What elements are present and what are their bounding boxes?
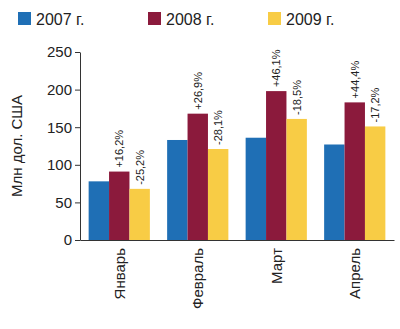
y-tick-label: 100: [47, 156, 72, 173]
change-labels: -25,2% -28,1% -18,5% -17,2%: [134, 80, 382, 185]
bar: [129, 189, 149, 240]
y-axis: 0 50 100 150 200 250: [47, 43, 81, 248]
bar: [345, 102, 365, 240]
bar: [89, 181, 109, 240]
y-tick: 0: [64, 231, 80, 248]
change-label: +44,4%: [349, 61, 361, 99]
y-axis-title: Млн дол. США: [8, 95, 25, 197]
y-tick-mark: [75, 52, 80, 53]
change-label: -28,1%: [212, 110, 224, 145]
bar: [167, 140, 187, 240]
bar: [109, 172, 129, 240]
legend: 2007 г. 2008 г. 2009 г.: [18, 11, 334, 28]
y-axis-line: [80, 53, 81, 241]
change-label: +46,1%: [270, 49, 282, 87]
legend-item: 2008 г.: [148, 11, 214, 28]
y-tick-mark: [75, 202, 80, 203]
x-tick: Март: [268, 240, 285, 284]
change-labels: +16,2% +26,9% +46,1% +44,4%: [113, 49, 361, 167]
legend-swatch: [268, 12, 281, 25]
x-tick-label: Март: [268, 248, 285, 284]
x-tick-label: Апрель: [346, 248, 363, 299]
legend-label: 2008 г.: [166, 11, 214, 28]
bar: [266, 91, 286, 240]
y-tick-mark: [75, 240, 80, 241]
y-tick-label: 0: [64, 231, 72, 248]
change-label: +26,9%: [192, 72, 204, 110]
y-tick: 250: [47, 43, 80, 60]
bar: [365, 126, 385, 240]
bar: [246, 138, 266, 240]
change-label: -17,2%: [369, 87, 381, 122]
legend-label: 2009 г.: [286, 11, 334, 28]
x-tick: Январь: [111, 240, 128, 299]
y-tick-mark: [75, 90, 80, 91]
y-tick-label: 200: [47, 81, 72, 98]
x-axis-line: [81, 240, 395, 241]
y-tick: 100: [47, 156, 80, 173]
x-tick: Февраль: [189, 240, 206, 309]
series-bars: [109, 91, 365, 240]
change-label: -18,5%: [291, 80, 303, 115]
y-tick-mark: [75, 165, 80, 166]
y-tick-mark: [75, 127, 80, 128]
bar: [286, 119, 306, 240]
legend-swatch: [18, 12, 31, 25]
x-tick-label: Февраль: [189, 248, 206, 309]
bar: [208, 149, 228, 240]
bars: [89, 91, 386, 240]
change-label: +16,2%: [113, 130, 125, 168]
legend-label: 2007 г.: [36, 11, 84, 28]
legend-item: 2009 г.: [268, 11, 334, 28]
plot: +16,2% +26,9% +46,1% +44,4% -25,2% -28,1% -18,…: [47, 43, 395, 309]
x-axis: Январь Февраль Март Апрель: [81, 240, 395, 309]
change-label: -25,2%: [134, 150, 146, 185]
legend-item: 2007 г.: [18, 11, 84, 28]
y-tick-label: 250: [47, 43, 72, 60]
bar: [188, 114, 208, 240]
y-tick: 50: [55, 194, 80, 211]
y-tick-label: 50: [55, 194, 72, 211]
y-tick: 150: [47, 119, 80, 136]
series-bars: [129, 119, 385, 240]
x-tick: Апрель: [346, 240, 363, 299]
y-tick-label: 150: [47, 119, 72, 136]
chart: +16,2% +26,9% +46,1% +44,4% -25,2% -28,1% -18,…: [0, 0, 400, 329]
y-tick: 200: [47, 81, 80, 98]
bar: [324, 144, 344, 240]
legend-swatch: [148, 12, 161, 25]
x-tick-label: Январь: [111, 248, 128, 300]
